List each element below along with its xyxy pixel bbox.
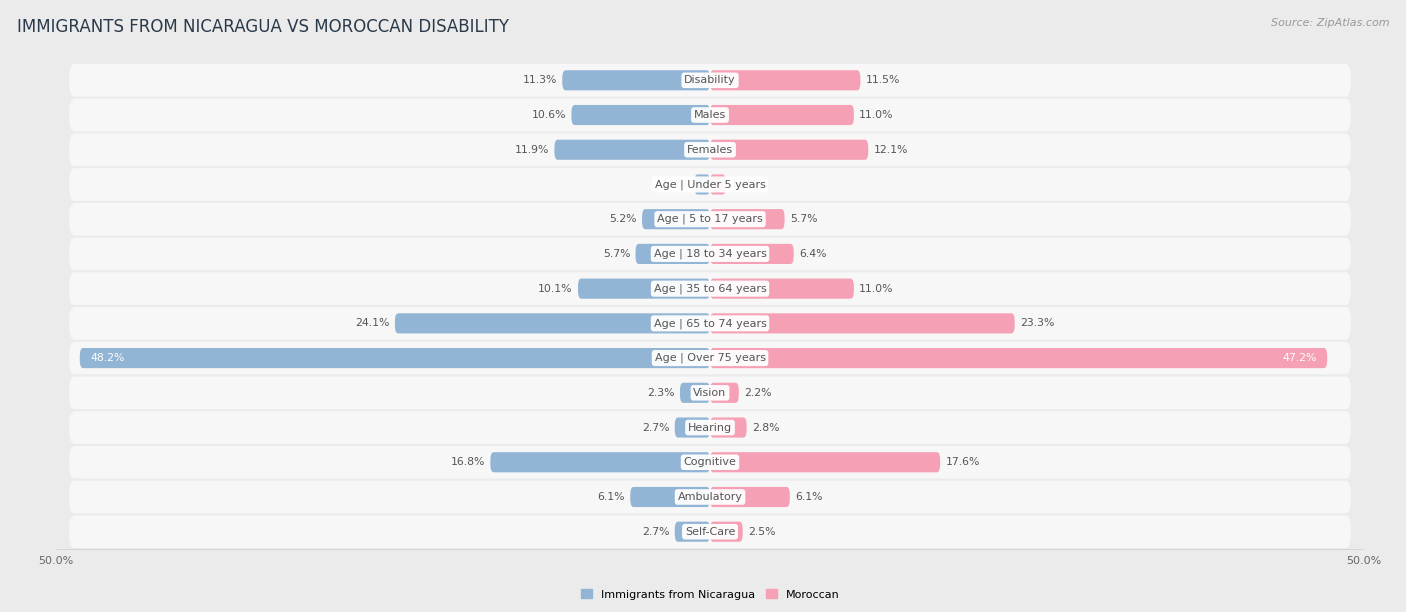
Text: IMMIGRANTS FROM NICARAGUA VS MOROCCAN DISABILITY: IMMIGRANTS FROM NICARAGUA VS MOROCCAN DI… xyxy=(17,18,509,36)
Text: Females: Females xyxy=(688,145,733,155)
Text: 2.8%: 2.8% xyxy=(752,422,779,433)
FancyBboxPatch shape xyxy=(710,452,941,472)
FancyBboxPatch shape xyxy=(710,244,794,264)
FancyBboxPatch shape xyxy=(69,203,1351,236)
Legend: Immigrants from Nicaragua, Moroccan: Immigrants from Nicaragua, Moroccan xyxy=(576,585,844,604)
FancyBboxPatch shape xyxy=(710,140,869,160)
Text: 2.2%: 2.2% xyxy=(744,388,772,398)
FancyBboxPatch shape xyxy=(710,348,1327,368)
FancyBboxPatch shape xyxy=(562,70,710,91)
FancyBboxPatch shape xyxy=(710,313,1015,334)
Text: 2.3%: 2.3% xyxy=(647,388,675,398)
FancyBboxPatch shape xyxy=(630,487,710,507)
FancyBboxPatch shape xyxy=(69,341,1351,375)
FancyBboxPatch shape xyxy=(636,244,710,264)
FancyBboxPatch shape xyxy=(695,174,710,195)
FancyBboxPatch shape xyxy=(710,487,790,507)
Text: 1.2%: 1.2% xyxy=(731,179,758,190)
FancyBboxPatch shape xyxy=(571,105,710,125)
Text: Cognitive: Cognitive xyxy=(683,457,737,467)
FancyBboxPatch shape xyxy=(395,313,710,334)
FancyBboxPatch shape xyxy=(69,446,1351,479)
FancyBboxPatch shape xyxy=(710,70,860,91)
Text: Disability: Disability xyxy=(685,75,735,85)
FancyBboxPatch shape xyxy=(69,64,1351,97)
Text: Ambulatory: Ambulatory xyxy=(678,492,742,502)
Text: Vision: Vision xyxy=(693,388,727,398)
Text: 11.0%: 11.0% xyxy=(859,283,894,294)
FancyBboxPatch shape xyxy=(69,99,1351,132)
Text: 17.6%: 17.6% xyxy=(945,457,980,467)
FancyBboxPatch shape xyxy=(675,417,710,438)
Text: 47.2%: 47.2% xyxy=(1282,353,1317,363)
FancyBboxPatch shape xyxy=(710,278,853,299)
FancyBboxPatch shape xyxy=(710,174,725,195)
FancyBboxPatch shape xyxy=(69,411,1351,444)
FancyBboxPatch shape xyxy=(578,278,710,299)
FancyBboxPatch shape xyxy=(710,417,747,438)
Text: 6.1%: 6.1% xyxy=(794,492,823,502)
Text: 2.5%: 2.5% xyxy=(748,527,776,537)
Text: 11.5%: 11.5% xyxy=(866,75,900,85)
Text: 1.2%: 1.2% xyxy=(662,179,689,190)
Text: 2.7%: 2.7% xyxy=(643,527,669,537)
Text: 12.1%: 12.1% xyxy=(873,145,908,155)
Text: 6.4%: 6.4% xyxy=(799,249,827,259)
Text: 24.1%: 24.1% xyxy=(356,318,389,329)
FancyBboxPatch shape xyxy=(554,140,710,160)
FancyBboxPatch shape xyxy=(491,452,710,472)
Text: Self-Care: Self-Care xyxy=(685,527,735,537)
Text: 5.7%: 5.7% xyxy=(603,249,630,259)
Text: 6.1%: 6.1% xyxy=(598,492,626,502)
Text: 23.3%: 23.3% xyxy=(1019,318,1054,329)
FancyBboxPatch shape xyxy=(710,209,785,230)
Text: 16.8%: 16.8% xyxy=(451,457,485,467)
Text: 2.7%: 2.7% xyxy=(643,422,669,433)
Text: 5.7%: 5.7% xyxy=(790,214,817,224)
FancyBboxPatch shape xyxy=(710,382,738,403)
Text: Age | 18 to 34 years: Age | 18 to 34 years xyxy=(654,248,766,259)
FancyBboxPatch shape xyxy=(69,307,1351,340)
FancyBboxPatch shape xyxy=(69,237,1351,271)
Text: 11.3%: 11.3% xyxy=(523,75,557,85)
Text: 10.6%: 10.6% xyxy=(531,110,567,120)
Text: Age | Under 5 years: Age | Under 5 years xyxy=(655,179,765,190)
FancyBboxPatch shape xyxy=(69,515,1351,548)
FancyBboxPatch shape xyxy=(675,521,710,542)
Text: 5.2%: 5.2% xyxy=(609,214,637,224)
Text: Age | 65 to 74 years: Age | 65 to 74 years xyxy=(654,318,766,329)
FancyBboxPatch shape xyxy=(69,480,1351,513)
FancyBboxPatch shape xyxy=(681,382,710,403)
FancyBboxPatch shape xyxy=(80,348,710,368)
Text: Age | 35 to 64 years: Age | 35 to 64 years xyxy=(654,283,766,294)
Text: Source: ZipAtlas.com: Source: ZipAtlas.com xyxy=(1271,18,1389,28)
FancyBboxPatch shape xyxy=(643,209,710,230)
Text: 48.2%: 48.2% xyxy=(90,353,125,363)
Text: Age | 5 to 17 years: Age | 5 to 17 years xyxy=(657,214,763,225)
FancyBboxPatch shape xyxy=(710,521,742,542)
FancyBboxPatch shape xyxy=(69,133,1351,166)
FancyBboxPatch shape xyxy=(69,272,1351,305)
FancyBboxPatch shape xyxy=(69,376,1351,409)
FancyBboxPatch shape xyxy=(710,105,853,125)
Text: Males: Males xyxy=(695,110,725,120)
FancyBboxPatch shape xyxy=(69,168,1351,201)
Text: Age | Over 75 years: Age | Over 75 years xyxy=(655,353,765,364)
Text: Hearing: Hearing xyxy=(688,422,733,433)
Text: 11.0%: 11.0% xyxy=(859,110,894,120)
Text: 11.9%: 11.9% xyxy=(515,145,550,155)
Text: 10.1%: 10.1% xyxy=(538,283,572,294)
